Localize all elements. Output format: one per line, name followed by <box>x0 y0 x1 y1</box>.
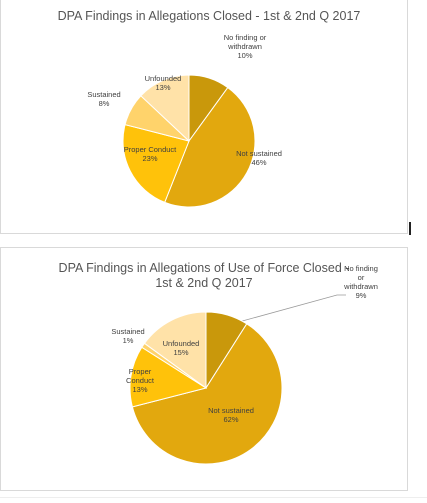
chart-title-line-2: 1st & 2nd Q 2017 <box>155 276 252 290</box>
slice-label-line: Unfounded <box>145 74 182 83</box>
slice-label-line: Sustained <box>111 327 144 336</box>
slice-label-no-finding-or-withdrawn: No finding or withdrawn 9% <box>343 264 378 300</box>
pie-slice-unfounded <box>140 74 190 143</box>
slice-percent: 1% <box>123 336 134 345</box>
pie-slice-not-sustained <box>131 323 283 465</box>
slice-label-sustained: Sustained 1% <box>111 327 144 345</box>
slice-label-line: Proper <box>129 367 152 376</box>
pie-slice-proper-conduct <box>129 346 208 408</box>
slice-label-unfounded: Unfounded 15% <box>163 339 200 357</box>
slice-label-line: Not sustained <box>208 406 254 415</box>
slice-label-not-sustained: Not sustained 46% <box>236 149 282 167</box>
slice-percent: 13% <box>132 385 147 394</box>
chart-title: DPA Findings in Allegations Closed - 1st… <box>58 9 361 23</box>
slice-label-no-finding-or-withdrawn: No finding or withdrawn 10% <box>224 33 267 60</box>
slice-label-line: or <box>358 273 365 282</box>
slice-label-line: Sustained <box>87 90 120 99</box>
pie-slice-proper-conduct <box>122 123 190 204</box>
slice-percent: 8% <box>99 99 110 108</box>
slice-label-unfounded: Unfounded 13% <box>145 74 182 92</box>
slice-percent: 13% <box>155 83 170 92</box>
slice-label-line: No finding <box>344 264 378 273</box>
slice-label-line: Conduct <box>126 376 155 385</box>
leader-line <box>234 294 346 324</box>
pie-chart-allegations: DPA Findings in Allegations Closed - 1st… <box>58 9 361 208</box>
slice-percent: 46% <box>251 158 266 167</box>
chart-panel-allegations: DPA Findings in Allegations Closed - 1st… <box>0 0 408 234</box>
chart-title-line-1: DPA Findings in Allegations of Use of Fo… <box>59 261 350 275</box>
slice-label-line: Proper Conduct <box>124 145 177 154</box>
text-cursor-mark <box>409 222 411 235</box>
slice-percent: 62% <box>223 415 238 424</box>
chart-panel-use-of-force: DPA Findings in Allegations of Use of Fo… <box>0 247 408 491</box>
pie-chart-use-of-force: DPA Findings in Allegations of Use of Fo… <box>59 261 378 465</box>
slice-label-line: Not sustained <box>236 149 282 158</box>
pie-slice-unfounded <box>143 311 207 389</box>
slice-label-proper-conduct: Proper Conduct 13% <box>126 367 155 394</box>
slice-percent: 15% <box>173 348 188 357</box>
slice-percent: 10% <box>237 51 252 60</box>
slice-label-line: withdrawn <box>343 282 378 291</box>
slice-label-line: withdrawn <box>227 42 262 51</box>
slice-label-sustained: Sustained 8% <box>87 90 120 108</box>
slice-label-proper-conduct: Proper Conduct 23% <box>124 145 177 163</box>
page-divider <box>0 497 427 498</box>
slice-label-line: Unfounded <box>163 339 200 348</box>
slice-percent: 9% <box>356 291 367 300</box>
pie-slice-not-sustained <box>164 86 256 208</box>
slice-label-not-sustained: Not sustained 62% <box>208 406 254 424</box>
slice-label-line: No finding or <box>224 33 267 42</box>
slice-percent: 23% <box>142 154 157 163</box>
